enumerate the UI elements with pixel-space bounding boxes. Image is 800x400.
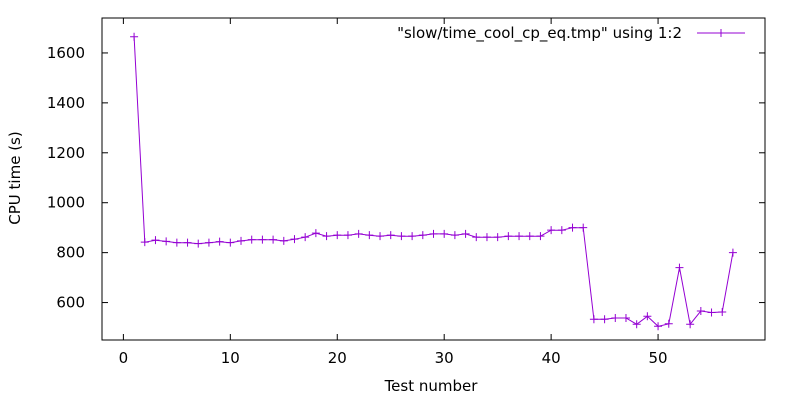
legend: "slow/time_cool_cp_eq.tmp" using 1:2	[397, 24, 745, 43]
data-point	[547, 226, 556, 235]
legend-series-swatch	[697, 29, 745, 37]
data-point	[376, 232, 385, 241]
data-point	[194, 239, 203, 248]
data-point	[183, 238, 192, 247]
y-axis-ticks: 600 800 1000 1200 1400 1600	[47, 44, 765, 312]
plot-frame	[101, 17, 766, 341]
data-point	[696, 307, 705, 316]
data-point	[525, 232, 534, 241]
data-point	[429, 229, 438, 238]
x-tick-label: 30	[435, 349, 454, 367]
data-point	[493, 233, 502, 242]
data-point	[686, 320, 695, 329]
data-point	[589, 315, 598, 324]
data-point	[579, 223, 588, 232]
data-point	[621, 314, 630, 323]
data-point	[258, 235, 267, 244]
data-point	[279, 236, 288, 245]
data-point	[333, 231, 342, 240]
data-point	[568, 223, 577, 232]
y-tick-label: 1000	[47, 194, 85, 212]
data-point	[643, 312, 652, 321]
legend-marker-sample	[717, 29, 725, 37]
y-tick-label: 600	[56, 294, 85, 312]
data-point	[140, 238, 149, 247]
data-point	[343, 231, 352, 240]
data-point	[557, 226, 566, 235]
data-point	[472, 233, 481, 242]
data-point	[450, 231, 459, 240]
data-point	[675, 263, 684, 272]
series-layer	[130, 32, 737, 331]
data-point	[504, 232, 513, 241]
data-point	[172, 238, 181, 247]
data-point	[204, 238, 213, 247]
series-line	[133, 36, 734, 327]
data-point	[130, 32, 139, 41]
x-tick-label: 50	[649, 349, 668, 367]
x-tick-label: 0	[119, 349, 129, 367]
data-point	[707, 308, 716, 317]
y-tick-label: 800	[56, 244, 85, 262]
data-point	[515, 232, 524, 241]
data-point	[301, 233, 310, 242]
legend-series-label: "slow/time_cool_cp_eq.tmp" using 1:2	[397, 24, 682, 43]
y-tick-label: 1600	[47, 44, 85, 62]
data-point	[461, 229, 470, 238]
y-tick-label: 1400	[47, 94, 85, 112]
data-point	[162, 237, 171, 246]
data-point	[226, 238, 235, 247]
y-axis-label: CPU time (s)	[6, 131, 24, 224]
data-point	[269, 235, 278, 244]
x-tick-label: 20	[328, 349, 347, 367]
data-point	[311, 229, 320, 238]
data-point	[365, 231, 374, 240]
data-point	[247, 235, 256, 244]
data-point	[728, 248, 737, 257]
data-point	[536, 232, 545, 241]
data-point	[600, 315, 609, 324]
data-point	[290, 235, 299, 244]
data-point	[632, 320, 641, 329]
data-point	[440, 229, 449, 238]
data-point	[664, 319, 673, 328]
data-point	[237, 236, 246, 245]
data-point	[718, 308, 727, 317]
x-axis-ticks: 0 10 20 30 40 50	[119, 18, 668, 367]
data-point	[654, 322, 663, 331]
data-point	[482, 233, 491, 242]
x-tick-label: 10	[221, 349, 240, 367]
data-point	[215, 237, 224, 246]
data-point	[386, 231, 395, 240]
data-point	[354, 229, 363, 238]
data-point	[611, 314, 620, 323]
data-point	[322, 232, 331, 241]
data-point	[151, 236, 160, 245]
y-tick-label: 1200	[47, 144, 85, 162]
x-tick-label: 40	[542, 349, 561, 367]
x-axis-label: Test number	[384, 377, 479, 395]
data-point	[397, 232, 406, 241]
data-point	[418, 231, 427, 240]
data-point	[408, 232, 417, 241]
